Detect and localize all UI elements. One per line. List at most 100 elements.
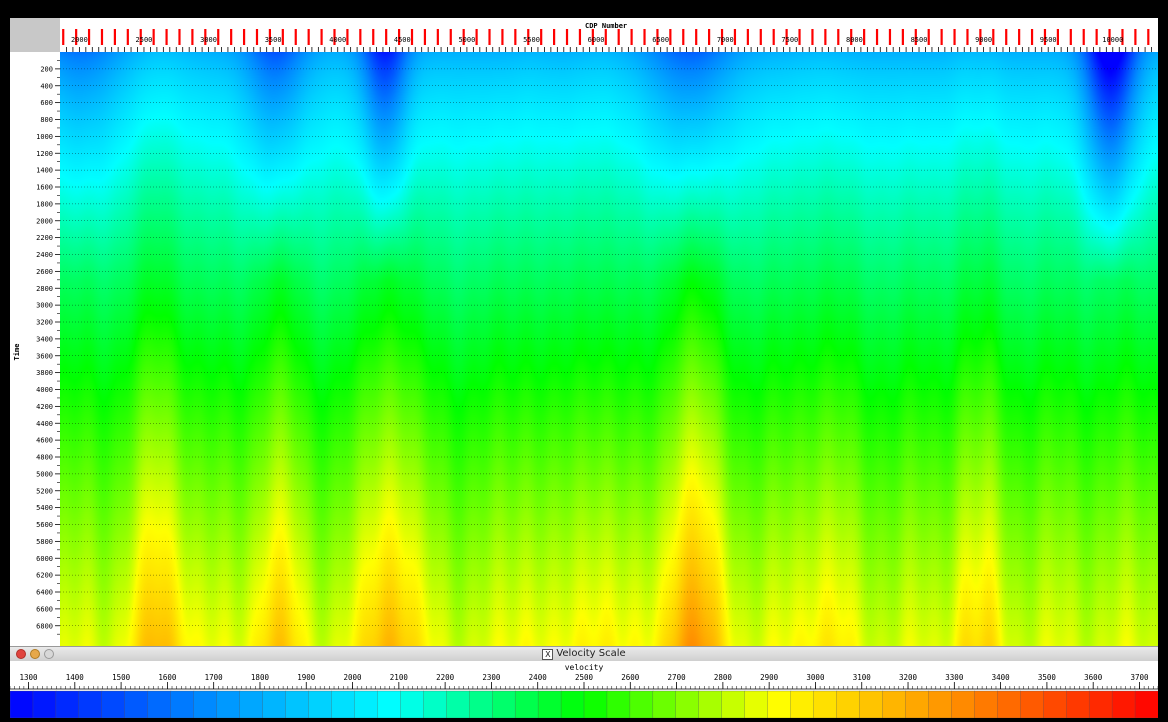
velocity-color-cell xyxy=(308,690,333,718)
close-window-button[interactable] xyxy=(16,649,26,659)
velocity-tick-label: 2300 xyxy=(482,673,501,682)
velocity-color-cell xyxy=(836,690,861,718)
cdp-tick-label: 4000 xyxy=(329,36,346,44)
velocity-color-cell xyxy=(675,690,700,718)
velocity-tick-label: 3700 xyxy=(1130,673,1149,682)
velocity-color-cell xyxy=(492,690,516,718)
cdp-tick-label: 8000 xyxy=(846,36,863,44)
velocity-color-cell xyxy=(721,690,746,718)
velocity-color-cell xyxy=(1066,690,1090,718)
window-title: X Velocity Scale xyxy=(10,647,1158,661)
velocity-color-cell xyxy=(331,690,356,718)
velocity-color-cell xyxy=(974,690,998,718)
time-tick-label: 5200 xyxy=(36,487,53,495)
velocity-color-cell xyxy=(354,690,379,718)
velocity-tick-label: 1900 xyxy=(297,673,316,682)
velocity-color-cell xyxy=(55,690,80,718)
minimize-window-button[interactable] xyxy=(30,649,40,659)
time-tick-label: 600 xyxy=(40,99,53,107)
time-tick-label: 2800 xyxy=(36,285,53,293)
time-tick-label: 4200 xyxy=(36,403,53,411)
time-tick-label: 800 xyxy=(40,116,53,124)
time-gridlines xyxy=(60,68,1158,627)
time-tick-label: 6800 xyxy=(36,622,53,630)
velocity-color-cell xyxy=(652,690,677,718)
time-axis[interactable]: 200 400 600 800 1000 1200 1400 1600 1800 2000 2200… xyxy=(10,52,60,646)
time-tick-label: 2600 xyxy=(36,268,53,276)
velocity-color-cell xyxy=(537,690,562,718)
velocity-tick-label: 2100 xyxy=(390,673,409,682)
velocity-axis-title: velocity xyxy=(565,663,604,672)
cdp-tick-label: 9000 xyxy=(975,36,992,44)
time-tick-label: 6400 xyxy=(36,589,53,597)
velocity-color-cell xyxy=(560,690,585,718)
velocity-scale-titlebar[interactable]: X Velocity Scale xyxy=(10,646,1158,661)
cdp-axis-title: CDP Number xyxy=(585,22,627,30)
velocity-color-cell xyxy=(583,690,608,718)
velocity-color-cell xyxy=(193,690,218,718)
velocity-tick-label: 3000 xyxy=(806,673,825,682)
time-tick-label: 5800 xyxy=(36,538,53,546)
velocity-color-cell xyxy=(216,690,241,718)
window-title-text: Velocity Scale xyxy=(556,648,626,659)
velocity-tick-label: 2200 xyxy=(436,673,455,682)
velocity-color-cell xyxy=(767,690,792,718)
time-tick-label: 2000 xyxy=(36,217,53,225)
velocity-tick-label: 2000 xyxy=(344,673,363,682)
time-tick-label: 1000 xyxy=(36,133,53,141)
velocity-color-cell xyxy=(262,690,287,718)
velocity-color-cell xyxy=(928,690,953,718)
cdp-tick-label: 4500 xyxy=(394,36,411,44)
time-tick-label: 3400 xyxy=(36,335,53,343)
velocity-color-cell xyxy=(1111,690,1136,718)
time-tick-label: 3000 xyxy=(36,302,53,310)
cdp-tick-label: 10000 xyxy=(1102,36,1123,44)
time-tick-label: 3200 xyxy=(36,319,53,327)
velocity-tick-label: 1300 xyxy=(19,673,38,682)
velocity-scale-panel: velocity 1300 1400 1500 1600 1700 1800 1900 2000… xyxy=(10,661,1158,718)
velocity-tick-label: 1600 xyxy=(158,673,177,682)
time-tick-label: 4400 xyxy=(36,420,53,428)
time-tick-label: 3800 xyxy=(36,369,53,377)
velocity-color-cell xyxy=(606,690,631,718)
cdp-tick-label: 2000 xyxy=(71,36,88,44)
x11-app-icon: X xyxy=(542,649,554,660)
velocity-color-cell xyxy=(744,690,769,718)
velocity-color-cell xyxy=(882,690,907,718)
velocity-color-cell xyxy=(905,690,930,718)
velocity-color-cell xyxy=(101,690,126,718)
velocity-tick-label: 2900 xyxy=(760,673,779,682)
time-tick-label: 4000 xyxy=(36,386,53,394)
velocity-tick-label: 1800 xyxy=(251,673,270,682)
velocity-section-plot[interactable] xyxy=(60,52,1158,646)
velocity-color-cell xyxy=(629,690,654,718)
cdp-tick-label: 2500 xyxy=(136,36,153,44)
time-tick-label: 4800 xyxy=(36,454,53,462)
time-tick-label: 1200 xyxy=(36,150,53,158)
cdp-tick-label: 3500 xyxy=(265,36,282,44)
velocity-color-cell xyxy=(469,690,493,718)
time-tick-label: 6000 xyxy=(36,555,53,563)
velocity-color-cell xyxy=(170,690,195,718)
velocity-color-cell xyxy=(790,690,815,718)
velocity-field-image[interactable] xyxy=(60,52,1158,646)
velocity-color-cell xyxy=(423,690,447,718)
velocity-color-cell xyxy=(514,690,539,718)
velocity-tick-label: 2400 xyxy=(529,673,548,682)
velocity-color-cell xyxy=(813,690,838,718)
time-tick-label: 4600 xyxy=(36,437,53,445)
cdp-tick-label: 7000 xyxy=(717,36,734,44)
cdp-number-axis[interactable]: CDP Number 2000 2500 3000 3500 4000 4500 5000 55… xyxy=(60,18,1158,52)
zoom-window-button[interactable] xyxy=(44,649,54,659)
time-tick-label: 6600 xyxy=(36,605,53,613)
velocity-color-cell xyxy=(124,690,149,718)
velocity-color-cell xyxy=(951,690,975,718)
velocity-color-cell xyxy=(1134,690,1158,718)
velocity-tick-label: 2500 xyxy=(575,673,594,682)
velocity-color-cell xyxy=(1088,690,1113,718)
cdp-tick-label: 5500 xyxy=(523,36,540,44)
velocity-color-cell xyxy=(698,690,723,718)
velocity-color-cell xyxy=(446,690,470,718)
velocity-color-cell xyxy=(997,690,1021,718)
time-tick-label: 400 xyxy=(40,82,53,90)
